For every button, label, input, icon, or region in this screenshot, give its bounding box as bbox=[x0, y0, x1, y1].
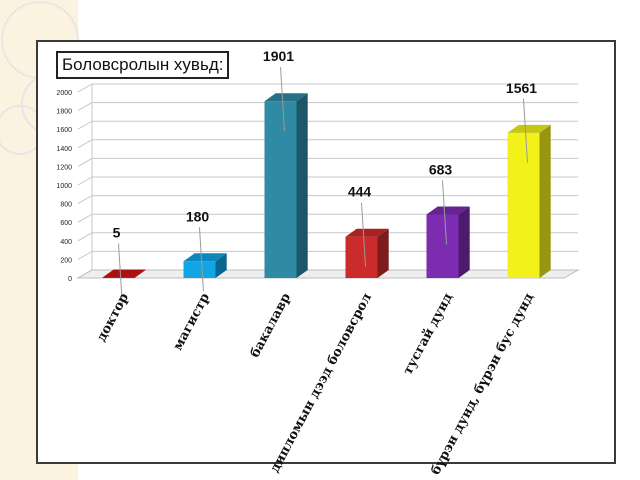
y-tick-label: 800 bbox=[60, 202, 72, 209]
y-tick-label: 400 bbox=[60, 239, 72, 246]
data-labels: 5 180 1901 444 683 1561 bbox=[113, 48, 537, 308]
data-label: 444 bbox=[348, 184, 372, 200]
bar-top bbox=[264, 93, 308, 102]
gridline bbox=[77, 83, 578, 93]
bar bbox=[264, 93, 308, 278]
data-label-leader bbox=[442, 180, 447, 245]
category-label: дипломын дээд боловсрол bbox=[268, 291, 375, 475]
category-label: бакалавр bbox=[248, 291, 294, 360]
y-tick-label: 1400 bbox=[56, 146, 72, 153]
chart-floor bbox=[76, 269, 580, 279]
bar-top bbox=[507, 124, 551, 133]
bar-top bbox=[102, 269, 146, 278]
bar-side bbox=[215, 253, 227, 278]
data-label-leader bbox=[199, 227, 204, 292]
bar-front bbox=[264, 101, 297, 278]
bar-side bbox=[458, 206, 470, 278]
y-tick-label: 1800 bbox=[56, 109, 72, 116]
y-tick-label: 2000 bbox=[56, 90, 72, 97]
bar-top bbox=[183, 253, 227, 262]
gridline bbox=[77, 139, 578, 149]
y-tick-label: 1600 bbox=[56, 127, 72, 134]
y-tick-label: 200 bbox=[60, 257, 72, 264]
bar-side bbox=[296, 93, 308, 278]
bar bbox=[102, 269, 146, 278]
y-axis-tick-labels: 0 200 400 600 800 1000 1200 1400 1600 1800 2000 bbox=[56, 90, 72, 283]
y-tick-label: 1200 bbox=[56, 164, 72, 171]
bar-top bbox=[345, 228, 389, 237]
bar-side bbox=[134, 269, 146, 278]
data-label: 5 bbox=[113, 225, 121, 241]
floor-plane bbox=[76, 269, 580, 279]
data-label: 180 bbox=[186, 208, 210, 224]
data-label-leader bbox=[118, 243, 123, 308]
chart-title: Боловсролын хувьд: bbox=[56, 51, 230, 79]
gridline bbox=[77, 157, 578, 167]
gridline bbox=[77, 232, 578, 242]
gridline bbox=[77, 176, 578, 186]
category-label: доктор bbox=[94, 291, 132, 344]
data-label-leader bbox=[523, 98, 528, 163]
bar bbox=[507, 124, 551, 279]
y-tick-label: 1000 bbox=[56, 183, 72, 190]
bars bbox=[102, 93, 551, 279]
bar bbox=[426, 206, 470, 278]
bar-front bbox=[345, 236, 378, 278]
data-label-leader bbox=[361, 202, 366, 267]
bar-front bbox=[507, 132, 540, 278]
gridline bbox=[77, 195, 578, 205]
gridlines bbox=[77, 83, 578, 279]
data-label: 1561 bbox=[506, 80, 537, 96]
bar-side bbox=[539, 124, 551, 279]
data-label-leader bbox=[280, 67, 285, 132]
gridline bbox=[77, 250, 578, 260]
bar bbox=[183, 253, 227, 278]
category-label: тусгай дунд bbox=[401, 291, 457, 378]
gridline bbox=[77, 102, 578, 112]
data-label: 683 bbox=[429, 161, 453, 177]
gridline bbox=[77, 120, 578, 130]
category-label: магистр bbox=[170, 291, 213, 353]
gridline bbox=[77, 213, 578, 223]
bar-side bbox=[377, 228, 389, 278]
y-tick-label: 600 bbox=[60, 220, 72, 227]
bar-top bbox=[426, 206, 470, 215]
data-label: 1901 bbox=[263, 48, 294, 64]
bar-front bbox=[183, 261, 216, 278]
bar bbox=[345, 228, 389, 278]
y-tick-label: 0 bbox=[68, 276, 72, 283]
bar-front bbox=[426, 214, 459, 278]
